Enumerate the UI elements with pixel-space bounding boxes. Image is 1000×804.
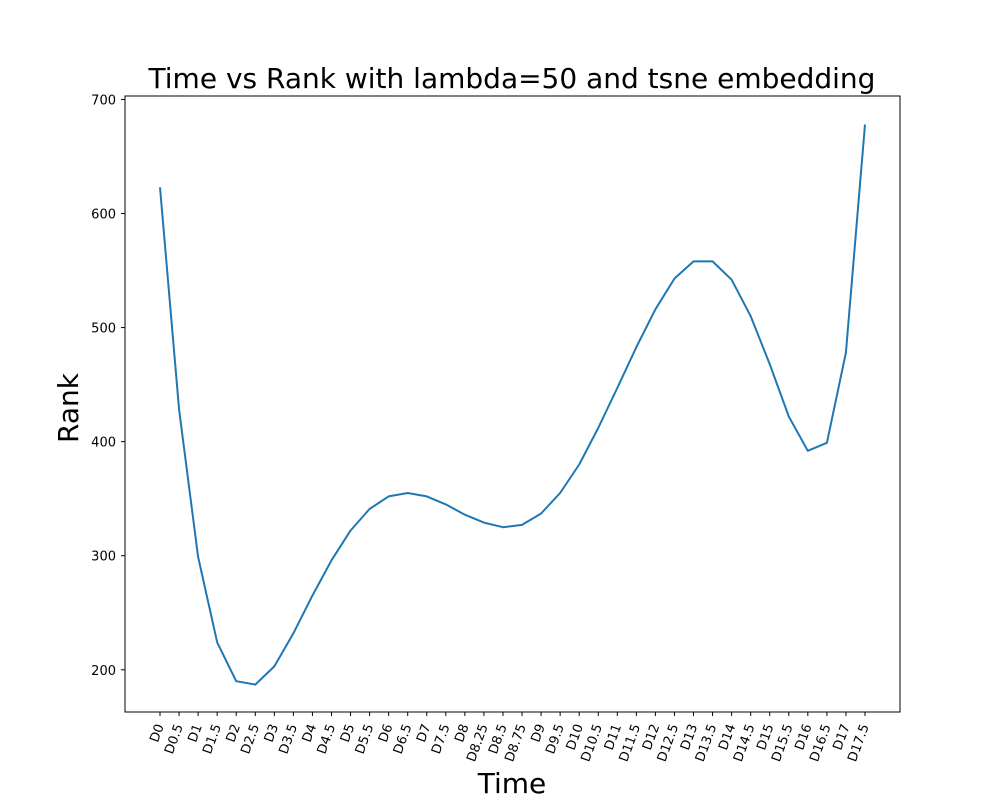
y-tick-label: 500 [91, 322, 116, 337]
y-tick-label: 300 [91, 550, 116, 565]
x-tick-label: D0 [147, 722, 167, 744]
y-tick-label: 400 [91, 436, 116, 451]
chart-title: Time vs Rank with lambda=50 and tsne emb… [148, 62, 876, 95]
series-layer [160, 125, 865, 685]
x-tick-label: D1 [186, 722, 206, 744]
x-tick-label: D4 [300, 722, 320, 744]
y-axis: 200 300 400 500 600 700 [91, 93, 125, 678]
y-tick-label: 700 [91, 93, 116, 108]
x-tick-label: D2 [224, 722, 244, 744]
x-tick-label: D6 [376, 722, 396, 744]
y-axis-label: Rank [52, 372, 85, 443]
x-axis: D0D0.5D1D1.5D2D2.5D3D3.5D4D4.5D5D5.5D6D6… [147, 712, 872, 764]
x-tick-label: D7 [414, 722, 434, 744]
x-axis-label: Time [477, 767, 547, 800]
y-tick-label: 600 [91, 207, 116, 222]
x-tick-label: D5 [338, 722, 358, 744]
y-tick-label: 200 [91, 664, 116, 679]
x-tick-label: D8 [452, 722, 472, 744]
series-line-0 [160, 125, 865, 685]
x-tick-label: D9 [528, 722, 548, 744]
x-tick-label: D3 [262, 722, 282, 744]
